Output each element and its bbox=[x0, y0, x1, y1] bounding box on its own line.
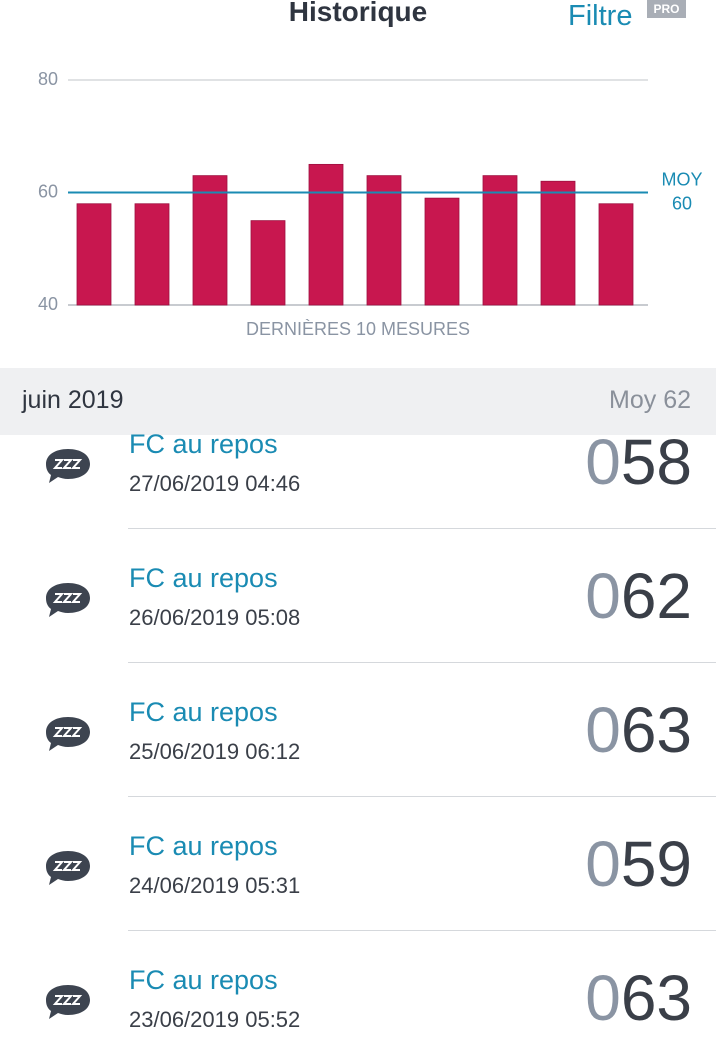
average-label: MOY bbox=[661, 169, 702, 189]
item-value: 059 bbox=[585, 828, 692, 900]
filter-button[interactable]: Filtre bbox=[568, 0, 633, 32]
bar bbox=[250, 220, 286, 306]
item-date: 27/06/2019 04:46 bbox=[129, 471, 301, 496]
icon-z bbox=[70, 995, 83, 1005]
item-title: FC au repos bbox=[129, 831, 278, 861]
icon-bubble bbox=[46, 449, 90, 483]
bar bbox=[192, 175, 228, 306]
bar bbox=[76, 203, 112, 306]
average-value: 60 bbox=[672, 193, 692, 213]
icon-z bbox=[70, 459, 83, 469]
page-title: Historique bbox=[288, 0, 428, 27]
icon-z bbox=[61, 593, 74, 603]
item-value: 058 bbox=[585, 426, 692, 498]
icon-z bbox=[52, 593, 65, 603]
icon-bubble bbox=[46, 717, 90, 751]
item-title: FC au repos bbox=[129, 697, 278, 727]
icon-z bbox=[52, 861, 65, 871]
bar bbox=[366, 175, 402, 306]
item-date: 26/06/2019 05:08 bbox=[129, 605, 301, 630]
icon-z bbox=[61, 995, 74, 1005]
icon-z bbox=[52, 727, 65, 737]
icon-z bbox=[61, 861, 74, 871]
separator bbox=[128, 662, 716, 663]
section-header bbox=[0, 368, 716, 435]
icon-bubble bbox=[46, 851, 90, 885]
icon-z bbox=[52, 459, 65, 469]
item-value: 063 bbox=[585, 962, 692, 1034]
icon-z bbox=[61, 459, 74, 469]
chart: DERNIÈRES 10 MESURES 40 60 80 MOY 60 bbox=[38, 69, 703, 339]
x-axis-label: DERNIÈRES 10 MESURES bbox=[246, 319, 470, 339]
section-title: juin 2019 bbox=[22, 386, 124, 414]
sleep-icon bbox=[46, 717, 90, 751]
item-date: 24/06/2019 05:31 bbox=[129, 873, 301, 898]
item-title: FC au repos bbox=[129, 429, 278, 459]
icon-z bbox=[70, 861, 83, 871]
sleep-icon bbox=[46, 449, 90, 483]
y-tick-label: 80 bbox=[38, 69, 58, 89]
icon-z bbox=[52, 995, 65, 1005]
pro-badge: PRO bbox=[647, 0, 686, 18]
bar bbox=[308, 163, 344, 306]
icon-z bbox=[70, 727, 83, 737]
bar bbox=[598, 203, 634, 306]
item-date: 25/06/2019 06:12 bbox=[129, 739, 301, 764]
y-tick-label: 60 bbox=[38, 181, 58, 201]
item-value: 062 bbox=[585, 560, 692, 632]
item-value: 063 bbox=[585, 694, 692, 766]
sleep-icon bbox=[46, 985, 90, 1019]
item-date: 23/06/2019 05:52 bbox=[129, 1007, 301, 1032]
bar bbox=[540, 180, 576, 306]
bar bbox=[424, 197, 460, 306]
bar bbox=[134, 203, 170, 306]
separator bbox=[128, 796, 716, 797]
icon-z bbox=[70, 593, 83, 603]
section-summary: Moy 62 bbox=[609, 386, 691, 414]
item-title: FC au repos bbox=[129, 563, 278, 593]
separator bbox=[128, 528, 716, 529]
icon-z bbox=[61, 727, 74, 737]
y-tick-label: 40 bbox=[38, 294, 58, 314]
sleep-icon bbox=[46, 851, 90, 885]
sleep-icon bbox=[46, 583, 90, 617]
bar bbox=[482, 175, 518, 306]
separator bbox=[128, 930, 716, 931]
icon-bubble bbox=[46, 583, 90, 617]
icon-bubble bbox=[46, 985, 90, 1019]
item-title: FC au repos bbox=[129, 965, 278, 995]
